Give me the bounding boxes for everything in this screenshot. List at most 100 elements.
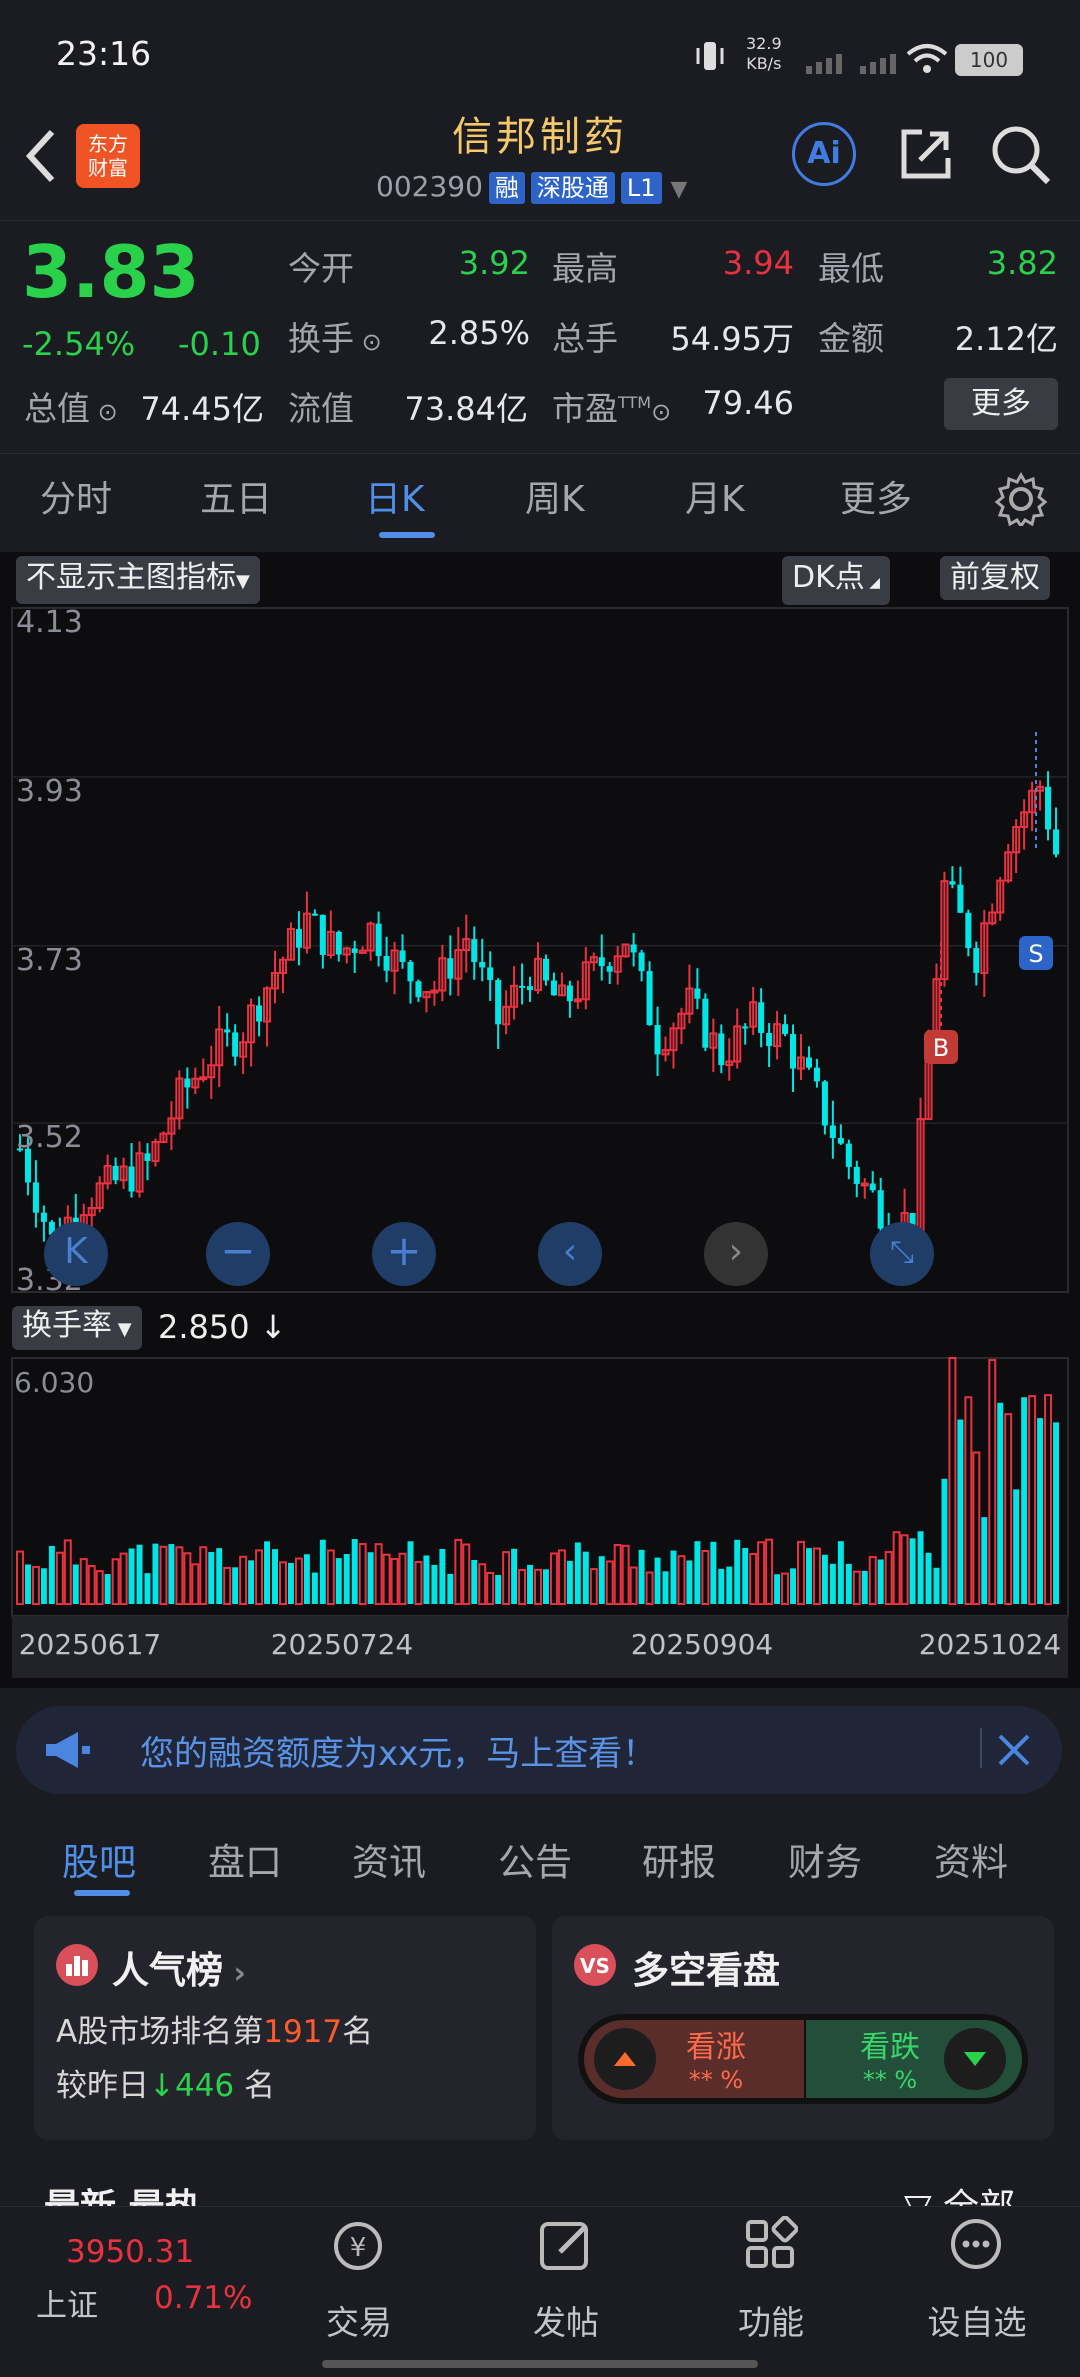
ai-button[interactable]: Ai: [792, 122, 856, 186]
volume-bar: [868, 1556, 877, 1605]
pe-value: 79.46: [702, 384, 794, 422]
feature-tab-5[interactable]: 财务: [788, 1841, 862, 1884]
candle-body: [247, 1004, 256, 1044]
candle-body: [502, 1005, 511, 1026]
volume-bar: [892, 1531, 901, 1606]
volume-bar: [805, 1548, 812, 1604]
candle-body: [95, 1182, 104, 1210]
back-icon[interactable]: [20, 126, 60, 186]
candle-body: [302, 912, 311, 949]
nav-add-watchlist[interactable]: 设自选: [927, 2303, 1027, 2342]
volume-bar: [534, 1568, 542, 1605]
zoom-in-button[interactable]: +: [372, 1222, 436, 1286]
turnover-label[interactable]: 换手 ⊙: [288, 319, 382, 358]
volume-bar: [933, 1567, 940, 1604]
volume-bar: [694, 1541, 701, 1604]
rank-change-line: 较昨日↓446 名: [56, 2068, 276, 2104]
feature-tab-1[interactable]: 盘口: [208, 1841, 282, 1884]
volume-bar: [734, 1539, 741, 1604]
pe-label[interactable]: 市盈TTM⊙: [552, 389, 672, 428]
dk-points-selector[interactable]: DK点 ◢: [782, 556, 890, 605]
signal-icon: [806, 54, 842, 74]
volume-bar: [1037, 1418, 1044, 1604]
scroll-left-button[interactable]: ‹: [538, 1222, 602, 1286]
volume-bar: [431, 1564, 438, 1604]
info-icon: ⊙: [90, 398, 118, 426]
volume-bar: [351, 1539, 358, 1604]
candle-body: [311, 913, 318, 916]
candle-body: [654, 1025, 661, 1055]
tab-4[interactable]: 月K: [685, 479, 745, 520]
candle-body: [358, 949, 367, 954]
volume-bar: [144, 1573, 151, 1604]
fullscreen-button[interactable]: ⤡: [870, 1222, 934, 1286]
candle-body: [749, 1001, 758, 1028]
volume-bar: [264, 1541, 271, 1604]
feed-tab-latest[interactable]: 最新 最热: [44, 2178, 201, 2206]
status-time: 23:16: [56, 34, 152, 73]
scroll-right-button[interactable]: ›: [704, 1222, 768, 1286]
candle-body: [479, 962, 486, 968]
volume-bar: [511, 1548, 518, 1604]
mktcap-value: 74.45亿: [140, 390, 264, 428]
banner-text: 您的融资额度为xx元，马上查看！: [140, 1734, 657, 1774]
app-logo: 东方 财富: [76, 124, 140, 188]
volume-bar: [765, 1538, 774, 1606]
zoom-out-button[interactable]: −: [206, 1222, 270, 1286]
tab-0[interactable]: 分时: [40, 479, 113, 520]
volume-bar: [398, 1552, 407, 1606]
tab-3[interactable]: 周K: [525, 479, 585, 520]
volume-bar: [613, 1544, 622, 1606]
index-value[interactable]: 3950.31: [66, 2234, 195, 2270]
candle-body: [589, 956, 598, 964]
volume-bar: [638, 1549, 645, 1604]
feature-tab-4[interactable]: 研报: [642, 1841, 716, 1884]
mktcap-label[interactable]: 总值 ⊙: [24, 389, 118, 428]
tab-5[interactable]: 更多: [840, 479, 913, 520]
amount-value: 2.12亿: [954, 320, 1058, 358]
volume-bar: [518, 1568, 527, 1606]
feature-tab-0[interactable]: 股吧: [62, 1841, 136, 1884]
feature-tab-6[interactable]: 资料: [934, 1841, 1008, 1884]
share-icon[interactable]: [896, 124, 956, 184]
candle-body: [661, 1049, 670, 1056]
candle-body: [813, 1067, 820, 1082]
bull-label: 看涨 ** %: [686, 2030, 746, 2094]
volume-bar: [423, 1555, 430, 1604]
volume-bar: [272, 1549, 278, 1604]
candle-body: [191, 1077, 200, 1089]
popularity-card[interactable]: [34, 1916, 536, 2140]
candle-body: [342, 947, 351, 956]
tab-1[interactable]: 五日: [200, 479, 273, 520]
close-icon[interactable]: [994, 1730, 1034, 1770]
feature-tab-2[interactable]: 资讯: [352, 1841, 426, 1884]
adjust-selector[interactable]: 前复权: [940, 556, 1050, 600]
candle-body: [733, 1025, 742, 1063]
candle-body: [335, 931, 342, 955]
sub-indicator-selector[interactable]: 换手率 ▼: [12, 1306, 142, 1350]
search-icon[interactable]: [990, 124, 1054, 188]
volume-bar: [335, 1558, 342, 1604]
volume-label: 总手: [552, 319, 618, 358]
nav-function[interactable]: 功能: [738, 2303, 804, 2342]
volume-bar: [542, 1569, 549, 1604]
candle-body: [144, 1153, 151, 1161]
settings-gear-icon[interactable]: [994, 472, 1048, 526]
to-start-button[interactable]: K: [44, 1222, 108, 1286]
nav-trade[interactable]: 交易: [326, 2303, 392, 2342]
open-value: 3.92: [458, 244, 530, 282]
status-bar: 23:16 32.9 KB/s 100: [0, 0, 1080, 100]
more-button[interactable]: 更多: [944, 378, 1058, 430]
stock-code: 002390: [376, 170, 483, 203]
chevron-down-icon: ▼: [670, 177, 688, 202]
feed-filter[interactable]: ▽ 全部: [904, 2178, 1015, 2206]
feature-tab-3[interactable]: 公告: [498, 1841, 572, 1884]
nav-post[interactable]: 发帖: [533, 2303, 599, 2342]
margin-banner[interactable]: [16, 1706, 1062, 1794]
volume-bar: [16, 1550, 24, 1605]
low-label: 最低: [818, 249, 884, 288]
stock-code-row[interactable]: 002390 融深股通 L1 ▼: [376, 170, 687, 204]
tab-2[interactable]: 日K: [365, 479, 425, 520]
candle-body: [103, 1164, 112, 1185]
main-indicator-selector[interactable]: 不显示主图指标▼: [16, 556, 260, 604]
